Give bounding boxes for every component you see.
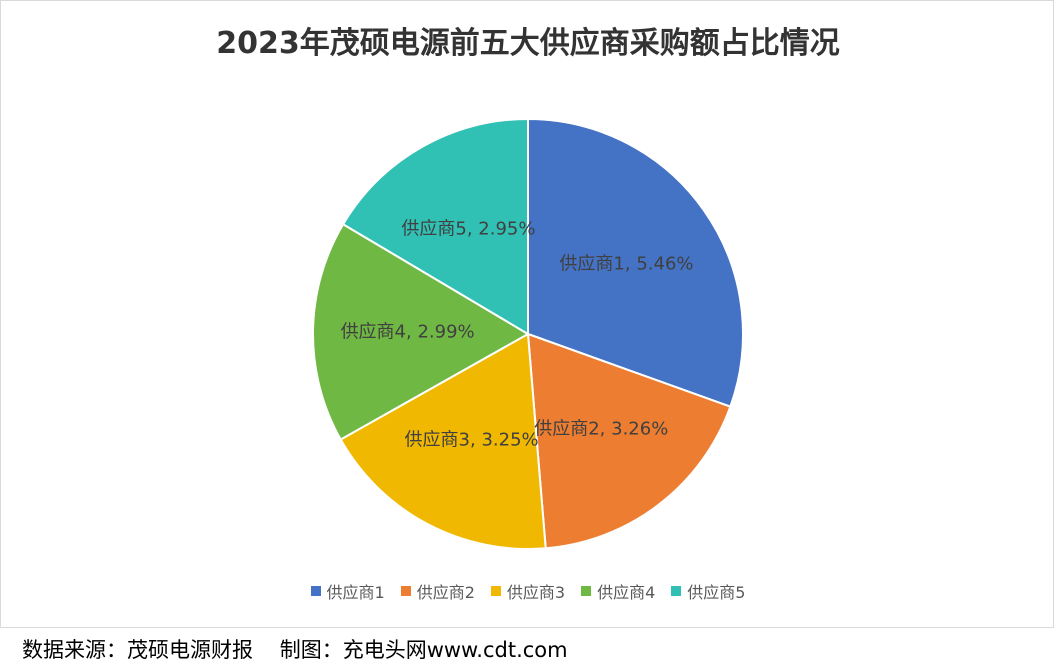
pie-chart: 供应商1, 5.46% 供应商2, 3.26%供应商3, 3.25% 供应商4, 2… — [312, 117, 744, 550]
legend-item-4: 供应商4 — [581, 579, 655, 603]
legend-swatch-5 — [671, 586, 682, 596]
legend: 供应商1 供应商2 供应商3 供应商4 供应商5 — [0, 579, 1056, 603]
legend-label-4: 供应商4 — [597, 583, 656, 602]
pie-slice-5 — [341, 117, 529, 336]
pie-slice-3 — [339, 332, 547, 550]
data-label-5: 供应商5, 2.95% — [401, 218, 535, 239]
legend-label-1: 供应商1 — [326, 583, 385, 602]
legend-item-1: 供应商1 — [310, 579, 385, 603]
legend-swatch-2 — [400, 586, 411, 596]
data-label-4: 供应商4, 2.99% — [341, 322, 475, 343]
legend-item-2: 供应商2 — [400, 579, 475, 603]
data-label-1: 供应商1, 5.46% — [559, 254, 693, 275]
source-note: 数据来源：茂硕电源财报 制图：充电头网www.cdt.com — [22, 638, 568, 662]
legend-label-2: 供应商2 — [416, 583, 475, 602]
legend-item-3: 供应商3 — [490, 579, 566, 603]
legend-item-5: 供应商5 — [671, 579, 745, 603]
pie-slice-4 — [312, 222, 530, 441]
legend-label-3: 供应商3 — [506, 583, 566, 602]
data-label-2: 供应商2, 3.26% — [534, 419, 668, 440]
chart-title: 2023年茂硕电源前五大供应商采购额占比情况 — [216, 26, 840, 61]
pie-slice-1 — [527, 117, 744, 408]
legend-label-5: 供应商5 — [687, 583, 746, 602]
data-label-3: 供应商3, 3.25% — [405, 429, 539, 450]
pie-slice-2 — [526, 332, 732, 550]
legend-swatch-1 — [310, 586, 321, 596]
legend-swatch-4 — [581, 586, 592, 596]
legend-swatch-3 — [490, 586, 501, 596]
